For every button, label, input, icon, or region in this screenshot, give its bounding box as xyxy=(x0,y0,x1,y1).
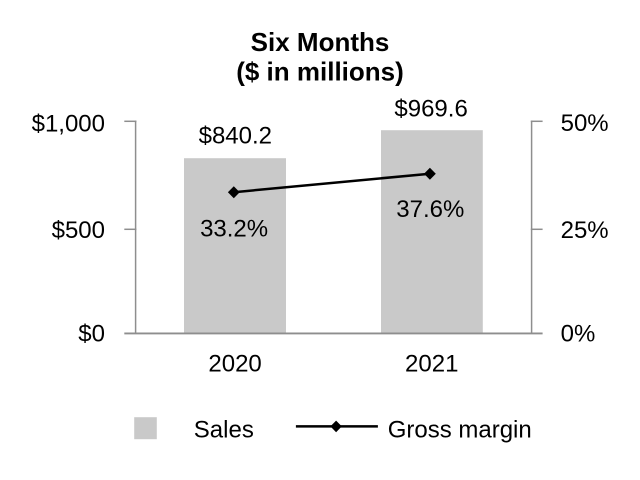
svg-text:$500: $500 xyxy=(52,217,105,244)
svg-text:33.2%: 33.2% xyxy=(200,215,268,242)
svg-text:Six Months: Six Months xyxy=(251,27,390,57)
svg-text:2021: 2021 xyxy=(405,351,458,378)
svg-text:25%: 25% xyxy=(561,217,609,244)
svg-text:Gross margin: Gross margin xyxy=(388,416,532,443)
svg-text:$1,000: $1,000 xyxy=(32,110,105,137)
svg-text:0%: 0% xyxy=(561,321,596,348)
svg-text:2020: 2020 xyxy=(208,351,261,378)
svg-text:$840.2: $840.2 xyxy=(199,123,272,150)
svg-text:$969.6: $969.6 xyxy=(394,96,467,123)
svg-text:$0: $0 xyxy=(78,321,105,348)
svg-text:Sales: Sales xyxy=(194,417,254,444)
svg-text:50%: 50% xyxy=(561,110,609,137)
svg-text:($ in millions): ($ in millions) xyxy=(236,57,404,87)
svg-text:37.6%: 37.6% xyxy=(396,196,464,223)
